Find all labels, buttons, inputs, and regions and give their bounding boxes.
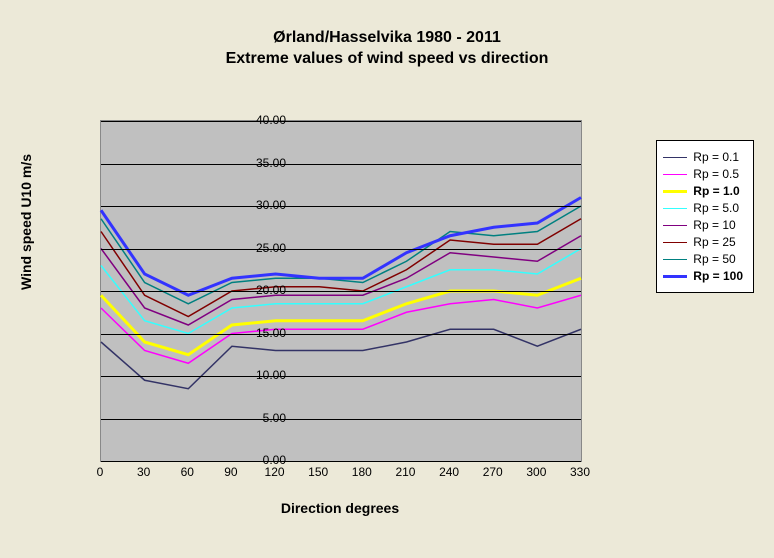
title-line-2: Extreme values of wind speed vs directio… [226, 50, 549, 67]
legend-item: Rp = 0.5 [663, 167, 743, 181]
legend-swatch [663, 174, 687, 175]
gridline-h [101, 164, 581, 165]
x-tick-label: 270 [473, 465, 513, 479]
legend-swatch [663, 259, 687, 260]
y-tick-label: 10.00 [236, 368, 286, 382]
legend-item: Rp = 25 [663, 235, 743, 249]
legend-item: Rp = 50 [663, 252, 743, 266]
x-tick-label: 90 [211, 465, 251, 479]
y-tick-label: 40.00 [236, 113, 286, 127]
legend-swatch [663, 190, 687, 193]
x-tick-label: 150 [298, 465, 338, 479]
gridline-h [101, 121, 581, 122]
legend: Rp = 0.1 Rp = 0.5 Rp = 1.0 Rp = 5.0 Rp = 10 R… [656, 140, 754, 293]
x-tick-label: 60 [167, 465, 207, 479]
x-tick-label: 120 [255, 465, 295, 479]
y-tick-label: 25.00 [236, 241, 286, 255]
chart-title: Ørland/Hasselvika 1980 - 2011 Extreme va… [0, 0, 774, 70]
legend-item: Rp = 10 [663, 218, 743, 232]
y-tick-label: 20.00 [236, 283, 286, 297]
chart-container: Ørland/Hasselvika 1980 - 2011 Extreme va… [0, 0, 774, 558]
legend-label: Rp = 0.5 [693, 167, 739, 181]
plot-area [100, 120, 582, 462]
gridline-h [101, 461, 581, 462]
x-tick-label: 240 [429, 465, 469, 479]
gridline-h [101, 419, 581, 420]
legend-item: Rp = 1.0 [663, 184, 743, 198]
y-tick-label: 30.00 [236, 198, 286, 212]
legend-label: Rp = 1.0 [693, 184, 739, 198]
legend-label: Rp = 5.0 [693, 201, 739, 215]
title-line-1: Ørland/Hasselvika 1980 - 2011 [273, 29, 501, 46]
y-axis-label: Wind speed U10 m/s [18, 154, 34, 290]
legend-swatch [663, 225, 687, 226]
legend-item: Rp = 0.1 [663, 150, 743, 164]
legend-item: Rp = 5.0 [663, 201, 743, 215]
gridline-h [101, 291, 581, 292]
legend-label: Rp = 50 [693, 252, 735, 266]
x-tick-label: 300 [516, 465, 556, 479]
series-line [101, 278, 581, 355]
legend-label: Rp = 0.1 [693, 150, 739, 164]
x-tick-label: 30 [124, 465, 164, 479]
x-tick-label: 330 [560, 465, 600, 479]
legend-swatch [663, 275, 687, 278]
legend-label: Rp = 100 [693, 269, 743, 283]
y-tick-label: 35.00 [236, 156, 286, 170]
legend-swatch [663, 208, 687, 209]
legend-label: Rp = 25 [693, 235, 735, 249]
gridline-h [101, 249, 581, 250]
legend-swatch [663, 157, 687, 158]
gridline-h [101, 334, 581, 335]
y-tick-label: 5.00 [236, 411, 286, 425]
legend-swatch [663, 242, 687, 243]
gridline-h [101, 376, 581, 377]
x-axis-label: Direction degrees [100, 500, 580, 516]
x-tick-label: 0 [80, 465, 120, 479]
gridline-h [101, 206, 581, 207]
x-tick-label: 210 [385, 465, 425, 479]
x-tick-label: 180 [342, 465, 382, 479]
legend-label: Rp = 10 [693, 218, 735, 232]
y-tick-label: 15.00 [236, 326, 286, 340]
legend-item: Rp = 100 [663, 269, 743, 283]
